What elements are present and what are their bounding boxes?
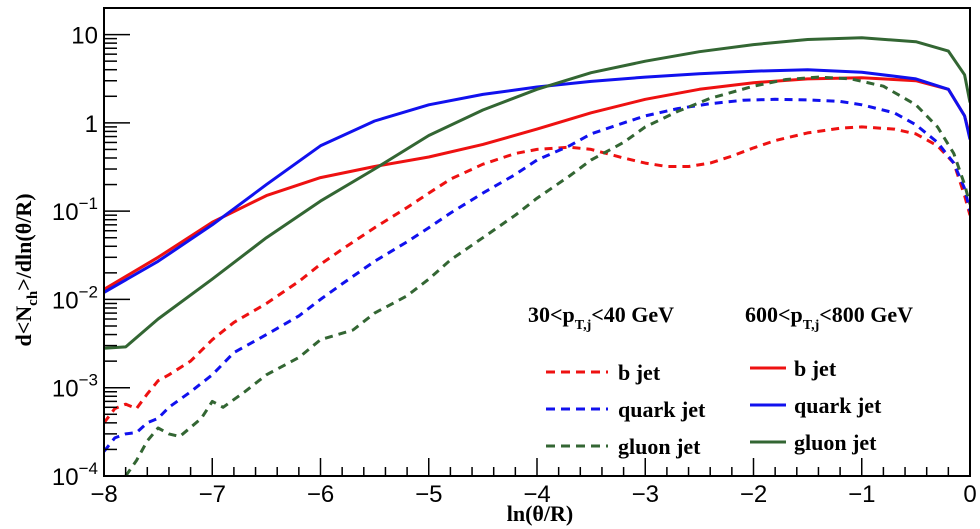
y-tick-label: 10−3 xyxy=(52,371,98,403)
x-tick-label: −6 xyxy=(307,481,334,508)
legend-header-low-pt: 30<pT,j<40 GeV xyxy=(528,302,674,333)
curves-layer xyxy=(104,36,970,476)
series-line-quark-jet-high-pt xyxy=(104,68,970,294)
y-tick-label: 10−1 xyxy=(52,194,98,226)
y-axis-title: d<Nch>/dln(θ/R) xyxy=(11,193,41,346)
legend-label-gluon-jet-high: gluon jet xyxy=(794,430,877,455)
x-tick-label: 0 xyxy=(963,481,976,508)
x-tick-label: −5 xyxy=(415,481,442,508)
y-tick-labels: 10−4 10−3 10−2 10−1 1 10 xyxy=(52,23,98,491)
y-tick-label: 10−2 xyxy=(52,282,98,314)
series-line-quark-jet-low-pt xyxy=(104,97,970,453)
x-tick-label: −7 xyxy=(199,481,226,508)
x-tick-label: −3 xyxy=(632,481,659,508)
legend-header-high-pt: 600<pT,j<800 GeV xyxy=(745,302,913,333)
x-tick-labels: −8 −7 −6 −5 −4 −3 −2 −1 0 xyxy=(90,481,976,508)
x-tick-label: −8 xyxy=(90,481,117,508)
legend-label-b-jet-low: b jet xyxy=(618,360,661,385)
ticks-layer xyxy=(103,7,971,477)
y-tick-label: 10−4 xyxy=(52,459,98,491)
x-tick-label: −4 xyxy=(523,481,550,508)
legend-label-quark-jet-high: quark jet xyxy=(794,393,882,418)
legend-label-gluon-jet-low: gluon jet xyxy=(618,434,701,459)
series-line-gluon-jet-high-pt xyxy=(104,36,970,350)
y-tick-label: 1 xyxy=(85,111,98,138)
x-axis-title: ln(θ/R) xyxy=(507,501,573,526)
x-tick-label: −1 xyxy=(848,481,875,508)
series-line-gluon-jet-low-pt xyxy=(124,75,970,476)
legend: b jet quark jet gluon jet b jet quark je… xyxy=(546,356,882,459)
legend-label-quark-jet-low: quark jet xyxy=(618,397,706,422)
x-tick-label: −2 xyxy=(740,481,767,508)
series-line-b-jet-high-pt xyxy=(104,76,970,291)
series-line-b-jet-low-pt xyxy=(104,125,970,424)
legend-label-b-jet-high: b jet xyxy=(794,356,837,381)
y-tick-label: 10 xyxy=(71,23,98,50)
